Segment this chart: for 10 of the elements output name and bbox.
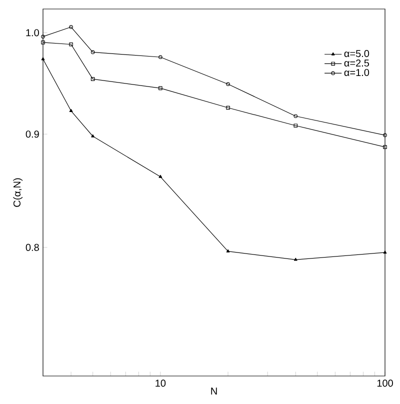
legend-label: α=5.0 — [344, 50, 370, 58]
x-tick-label: 10 — [156, 380, 166, 387]
legend-label: α=1.0 — [344, 68, 370, 76]
x-tick-label: 100 — [377, 380, 393, 387]
y-tick-label: 0.8 — [26, 244, 39, 251]
y-tick-label: 1.0 — [26, 29, 39, 36]
y-axis-title: C(α,N) — [13, 178, 22, 207]
y-tick-label: 0.9 — [26, 130, 39, 138]
x-axis-title: N — [211, 388, 217, 395]
legend-label: α=2.5 — [344, 59, 370, 67]
